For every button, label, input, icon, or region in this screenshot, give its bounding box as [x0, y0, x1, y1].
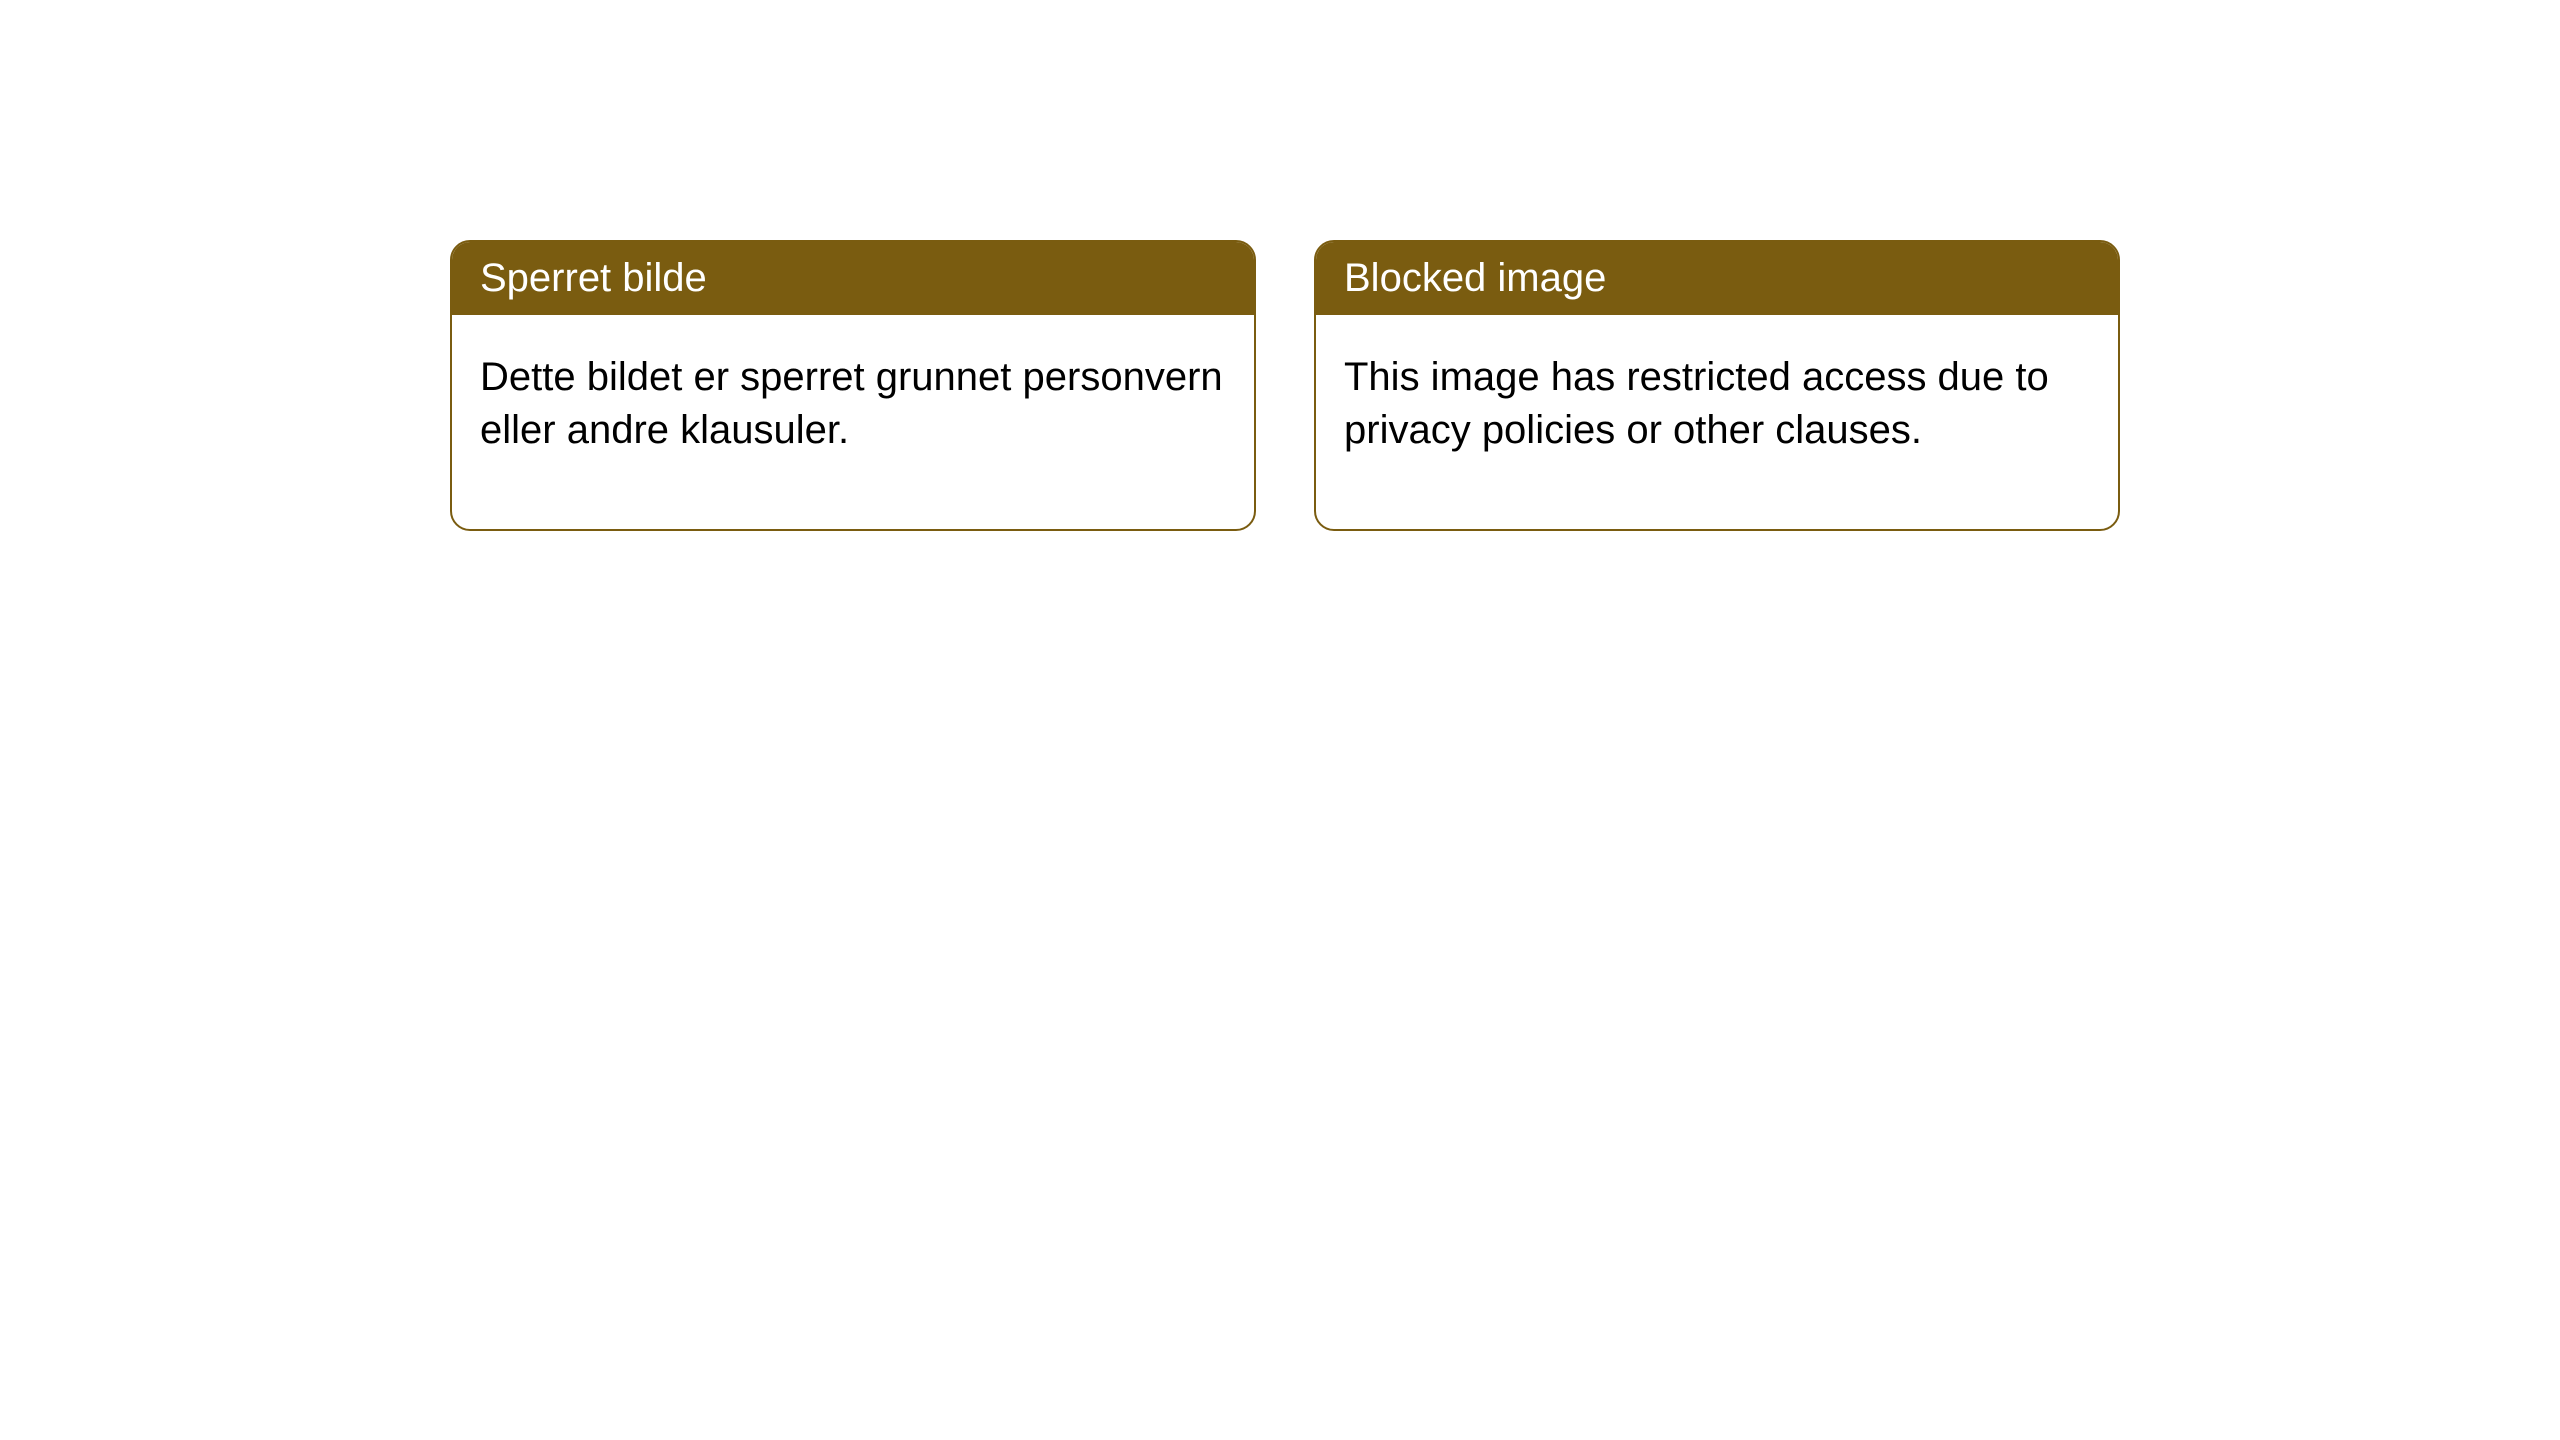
blocked-image-card-en: Blocked image This image has restricted … — [1314, 240, 2120, 531]
card-body: Dette bildet er sperret grunnet personve… — [452, 315, 1254, 529]
card-title: Blocked image — [1316, 242, 2118, 315]
card-title: Sperret bilde — [452, 242, 1254, 315]
blocked-image-card-no: Sperret bilde Dette bildet er sperret gr… — [450, 240, 1256, 531]
card-body: This image has restricted access due to … — [1316, 315, 2118, 529]
notice-container: Sperret bilde Dette bildet er sperret gr… — [0, 0, 2560, 531]
